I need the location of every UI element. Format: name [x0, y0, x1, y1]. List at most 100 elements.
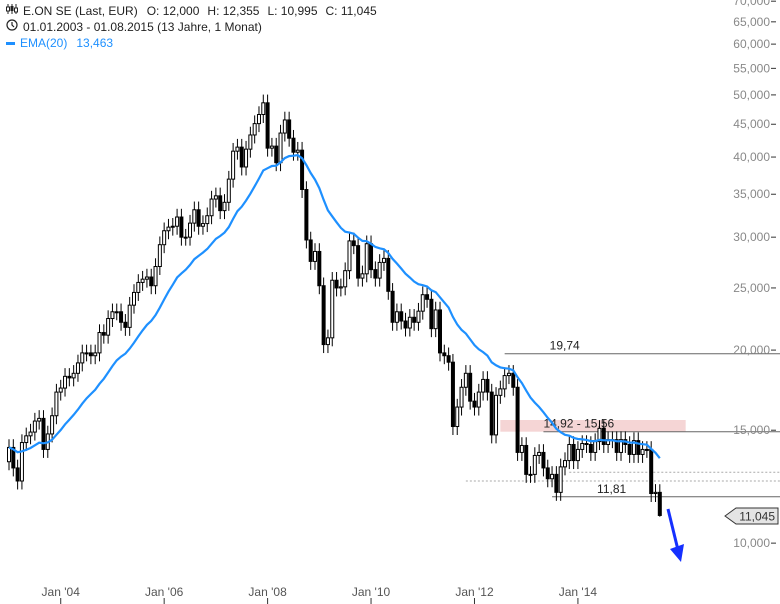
candle	[295, 141, 300, 161]
candle-body	[11, 446, 16, 469]
candle-body	[231, 150, 236, 180]
candle-body	[571, 443, 576, 462]
candle	[485, 371, 490, 401]
candle-body	[360, 273, 365, 279]
candle-body	[476, 391, 481, 408]
candle-body	[356, 245, 361, 279]
candle-body	[136, 281, 141, 293]
candle-body	[502, 375, 507, 390]
candle-body	[144, 276, 149, 280]
candle	[231, 142, 236, 188]
candle	[101, 324, 106, 344]
candle	[11, 439, 16, 477]
candle-body	[295, 149, 300, 153]
level-label: 14,92 - 15,56	[543, 417, 614, 431]
candle	[416, 302, 421, 331]
candle	[472, 392, 477, 416]
candle-body	[244, 148, 249, 168]
candle	[334, 272, 339, 297]
x-tick-label: Jan '08	[248, 585, 287, 599]
ema-value: 13,463	[76, 36, 114, 50]
candle	[498, 380, 503, 404]
candle-body	[321, 285, 326, 346]
candle	[528, 466, 533, 483]
candle	[162, 222, 167, 254]
candle	[455, 398, 460, 436]
candle-body	[575, 448, 580, 462]
candle	[433, 301, 438, 338]
candle	[244, 140, 249, 176]
candle-body	[386, 257, 391, 292]
candle-body	[550, 473, 555, 480]
candle	[468, 365, 473, 410]
y-tick-label: 45,000	[733, 117, 770, 131]
candle	[50, 407, 55, 443]
candle	[15, 459, 20, 490]
candle	[41, 410, 46, 458]
candle	[399, 303, 404, 330]
candle-body	[412, 316, 417, 323]
candle	[489, 383, 494, 444]
candle-body	[278, 132, 283, 164]
candle-body	[7, 446, 11, 463]
candle-body	[558, 466, 563, 493]
candle-body	[394, 311, 399, 323]
candle	[313, 243, 318, 270]
candle	[381, 250, 386, 271]
candle	[261, 94, 266, 123]
candle-body	[541, 451, 546, 469]
x-axis: Jan '04 Jan '06 Jan '08 Jan '10 Jan '12 Jan '…	[42, 585, 597, 604]
candle-body	[205, 215, 210, 225]
candle-body	[554, 473, 559, 493]
candle-body	[450, 361, 455, 428]
candle-body	[593, 441, 598, 453]
candle	[110, 303, 115, 328]
candle-body	[459, 386, 464, 408]
candle-body	[584, 443, 589, 446]
candle	[442, 344, 447, 365]
candle-body	[248, 134, 253, 150]
candle-body	[75, 362, 80, 374]
candle	[657, 484, 662, 517]
candle-body	[291, 137, 296, 153]
y-tick-label: 30,000	[733, 230, 770, 244]
candle-body	[334, 279, 339, 289]
candle	[636, 432, 641, 463]
candle-body	[123, 321, 128, 328]
candle	[308, 231, 313, 270]
candle-body	[403, 320, 408, 329]
candle-body	[63, 375, 68, 389]
candle-body	[157, 244, 162, 268]
candle	[192, 201, 197, 232]
candle-body	[119, 311, 124, 323]
candle	[269, 137, 274, 157]
candle	[248, 126, 253, 158]
level-label: 19,74	[550, 339, 580, 353]
candle-body	[110, 311, 115, 320]
candle	[515, 379, 520, 461]
candle-body	[407, 316, 412, 329]
candle	[75, 354, 80, 382]
candle	[446, 347, 451, 371]
candle-body	[519, 444, 524, 453]
candle-body	[619, 439, 624, 453]
candle	[627, 436, 632, 463]
candle	[149, 268, 154, 295]
candle	[114, 303, 119, 321]
candle	[304, 181, 309, 249]
open-value: O: 12,000	[146, 4, 200, 18]
candle	[438, 301, 442, 362]
candlestick-icon	[6, 3, 18, 19]
candle	[166, 218, 171, 240]
candle	[153, 258, 158, 295]
candle-body	[287, 119, 292, 139]
candle-body	[15, 467, 20, 482]
candle	[562, 452, 567, 476]
candle	[347, 232, 352, 280]
candle-body	[235, 146, 240, 152]
candle-body	[494, 394, 499, 436]
candle	[252, 115, 257, 144]
candle	[196, 201, 201, 235]
candle-body	[631, 440, 636, 455]
